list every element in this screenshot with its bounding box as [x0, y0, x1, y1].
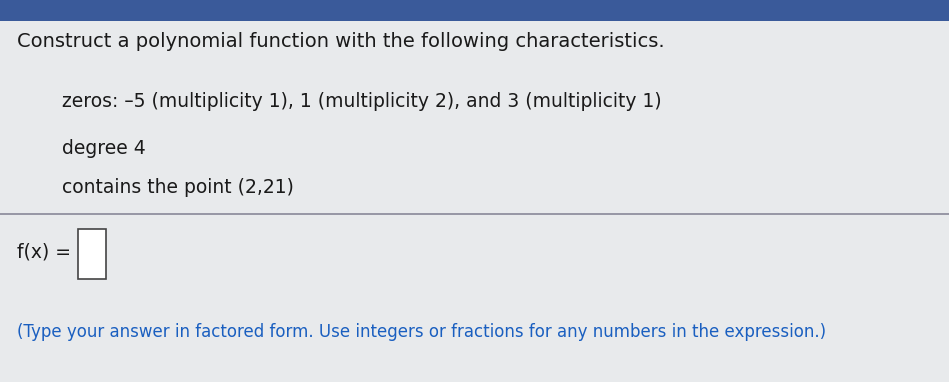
Bar [0, 0, 949, 21]
Text: Construct a polynomial function with the following characteristics.: Construct a polynomial function with the… [17, 32, 664, 52]
Bar [78, 229, 106, 279]
Text: f(x) =: f(x) = [17, 243, 71, 262]
Text: contains the point (2,21): contains the point (2,21) [62, 178, 293, 197]
Text: degree 4: degree 4 [62, 139, 145, 159]
Text: (Type your answer in factored form. Use integers or fractions for any numbers in: (Type your answer in factored form. Use … [17, 323, 827, 342]
Text: zeros: –5 (multiplicity 1), 1 (multiplicity 2), and 3 (multiplicity 1): zeros: –5 (multiplicity 1), 1 (multiplic… [62, 92, 661, 111]
